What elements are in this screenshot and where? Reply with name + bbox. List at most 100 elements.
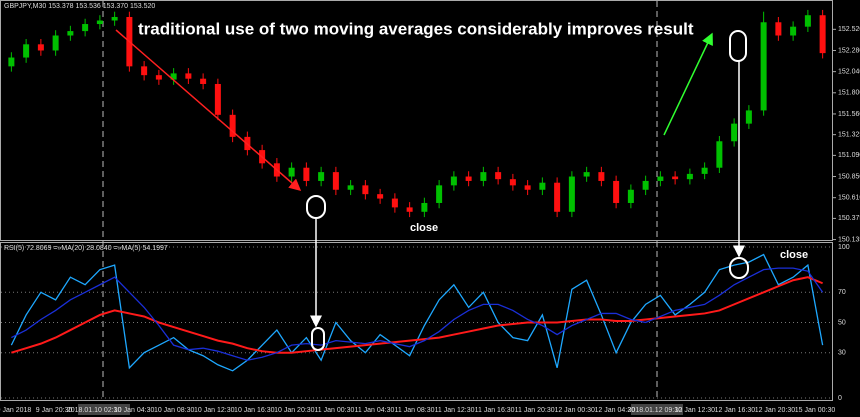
label-highlight [78,404,130,415]
indicator-line [11,276,824,354]
candle-body [111,16,118,21]
x-tick-label: 12 Jan 00:30 [554,407,595,414]
candle-body [185,73,192,79]
candle-body [598,172,605,181]
x-tick-label: 10 Jan 08:30 [154,407,195,414]
y-tick-label: 150.610 [838,195,860,202]
candle-body [347,185,354,190]
candle-body [391,198,398,208]
candle-body [539,182,546,190]
candle-body [82,24,89,32]
candle-body [421,202,428,212]
indicator-line [11,267,824,361]
x-tick-label: 12 Jan 12:30 [675,407,716,414]
candle-body [141,66,148,76]
y-tick-label: 150.850 [838,173,860,180]
rsi-title: RSI(5) 72.8069 =»MA(20) 28.0840 =»MA(5) … [4,245,168,252]
y-tick-label: 151.090 [838,152,860,159]
candle-body [96,20,103,25]
y-tick-label: 151.560 [838,111,860,118]
y-tick-label: 152.040 [838,68,860,75]
x-tick-label: 10 Jan 16:30 [234,407,275,414]
candle-body [819,15,826,54]
candle-body [745,110,752,124]
candle-body [583,172,590,177]
candle-body [288,167,295,177]
candle-body [672,176,679,180]
annotation: close [780,249,808,261]
candle-body [790,26,797,36]
marks [1,9,836,399]
x-tick-label: 10 Jan 20:30 [274,407,315,414]
candle-body [480,172,487,181]
candle-body [436,185,443,203]
x-tick-label: 12 Jan 04:30 [595,407,636,414]
candle-body [37,44,44,51]
candle-body [155,75,162,80]
candle-body [23,44,30,58]
annotation: traditional use of two moving averages c… [138,19,694,38]
highlight-oval [306,195,326,219]
x-tick-label: 11 Jan 20:30 [515,407,555,414]
candle-body [731,123,738,142]
x-tick-label: 10 Jan 12:30 [194,407,235,414]
y-tick-label: 50 [838,319,846,326]
candle-body [170,73,177,80]
candle-body [8,57,15,67]
y-tick-label: 30 [838,350,846,357]
x-tick-label: 9 Jan 2018 [0,407,31,414]
candle-body [67,31,74,36]
candle-body [775,22,782,36]
candle-body [613,180,620,203]
candle-body [716,141,723,168]
candle-body [509,179,516,186]
y-tick-label: 150.375 [838,215,860,222]
candle-body [229,114,236,137]
candle-body [377,194,384,199]
y-tick-label: 100 [838,244,850,251]
candle-body [214,83,221,115]
x-tick-label: 11 Jan 08:30 [395,407,435,414]
x-tick-label: 12 Jan 20:30 [755,407,796,414]
candle-body [524,185,531,190]
x-tick-label: 11 Jan 00:30 [314,407,354,414]
y-tick-label: 70 [838,289,846,296]
x-tick-label: 11 Jan 04:30 [354,407,394,414]
candle-body [465,176,472,181]
x-tick-label: 15 Jan 00:30 [795,407,836,414]
candle-body [450,176,457,186]
candle-body [406,207,413,212]
highlight-oval [311,327,325,351]
rsi-frame [0,242,833,401]
candle-body [332,172,339,190]
highlight-oval [729,257,749,279]
x-tick-label: 12 Jan 16:30 [715,407,756,414]
y-tick-label: 151.800 [838,90,860,97]
candle-body [318,172,325,181]
indicator-line [10,253,824,372]
candle-body [804,15,811,27]
label-highlight [631,404,683,415]
x-tick-label: 9 Jan 20:30 [36,407,73,414]
candle-body [200,78,207,84]
candle-body [362,185,369,195]
x-tick-label: 11 Jan 12:30 [435,407,475,414]
candle-body [701,167,708,174]
candle-body [642,180,649,190]
annotation: close [410,222,438,234]
x-tick-label: 2018.01.10 02:30 [67,407,122,414]
candle-body [52,35,59,51]
y-tick-label: 150.135 [838,236,860,243]
y-tick-label: 151.325 [838,132,860,139]
candle-body [657,176,664,181]
candle-body [568,176,575,212]
x-tick-label: 11 Jan 16:30 [475,407,515,414]
candle-body [686,173,693,180]
main-frame [0,0,833,241]
y-tick-label: 152.520 [838,26,860,33]
candle-body [303,167,310,181]
x-tick-label: 2018.01.12 09:30 [628,407,683,414]
candle-body [627,189,634,203]
